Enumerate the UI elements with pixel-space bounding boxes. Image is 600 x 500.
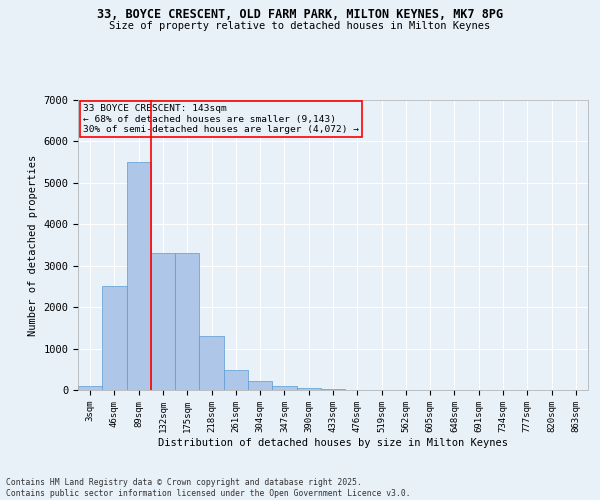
- X-axis label: Distribution of detached houses by size in Milton Keynes: Distribution of detached houses by size …: [158, 438, 508, 448]
- Text: 33 BOYCE CRESCENT: 143sqm
← 68% of detached houses are smaller (9,143)
30% of se: 33 BOYCE CRESCENT: 143sqm ← 68% of detac…: [83, 104, 359, 134]
- Bar: [321, 389, 345, 390]
- Text: 33, BOYCE CRESCENT, OLD FARM PARK, MILTON KEYNES, MK7 8PG: 33, BOYCE CRESCENT, OLD FARM PARK, MILTO…: [97, 8, 503, 20]
- Bar: [127, 162, 151, 390]
- Bar: [296, 388, 321, 390]
- Y-axis label: Number of detached properties: Number of detached properties: [28, 154, 38, 336]
- Bar: [224, 370, 248, 390]
- Bar: [199, 336, 224, 390]
- Bar: [151, 254, 175, 390]
- Bar: [272, 386, 296, 390]
- Bar: [248, 381, 272, 390]
- Text: Contains HM Land Registry data © Crown copyright and database right 2025.
Contai: Contains HM Land Registry data © Crown c…: [6, 478, 410, 498]
- Bar: [175, 254, 199, 390]
- Bar: [102, 286, 127, 390]
- Bar: [78, 386, 102, 390]
- Text: Size of property relative to detached houses in Milton Keynes: Size of property relative to detached ho…: [109, 21, 491, 31]
